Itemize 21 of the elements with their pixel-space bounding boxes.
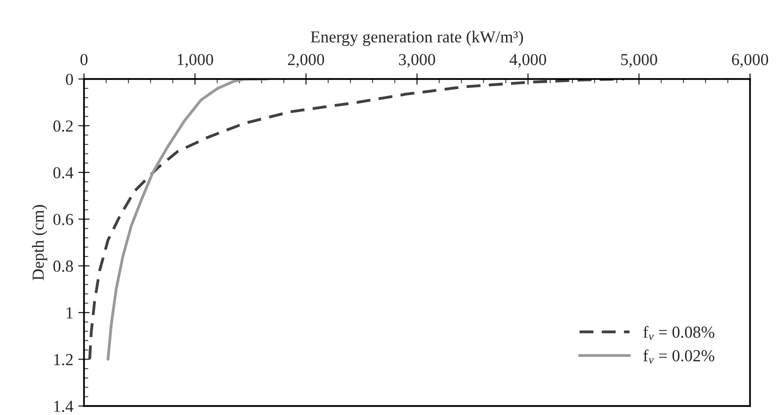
y-tick-label: 1.2 (54, 354, 73, 366)
x-tick-label: 2,000 (288, 54, 324, 68)
y-tick-label: 0.6 (53, 214, 74, 226)
y-tick-label: 0.4 (53, 167, 74, 178)
line-series (88, 79, 626, 361)
legend-label: f$_{v}$ = 0.02% (643, 349, 714, 364)
x-tick-label: 4,000 (510, 54, 546, 68)
y-tick-label: 0.2 (53, 120, 73, 132)
x-axis-title: Energy generation rate (kW/m³) (310, 30, 523, 46)
y-tick-label: 0 (66, 74, 73, 85)
y-tick-label: 1.4 (54, 400, 74, 412)
x-tick-label: 0 (80, 54, 88, 66)
line-series (106, 79, 269, 361)
x-tick-label: 3,000 (399, 54, 436, 68)
legend-label: f$_{v}$ = 0.08% (643, 326, 714, 340)
x-tick-label: 1,000 (178, 54, 214, 68)
y-tick-label: 0.8 (53, 260, 73, 272)
y-tick-label: 1 (66, 307, 73, 318)
x-tick-label: 6,000 (732, 54, 768, 68)
y-axis-title: Depth (cm) (32, 205, 48, 280)
x-tick-label: 5,000 (621, 54, 658, 68)
